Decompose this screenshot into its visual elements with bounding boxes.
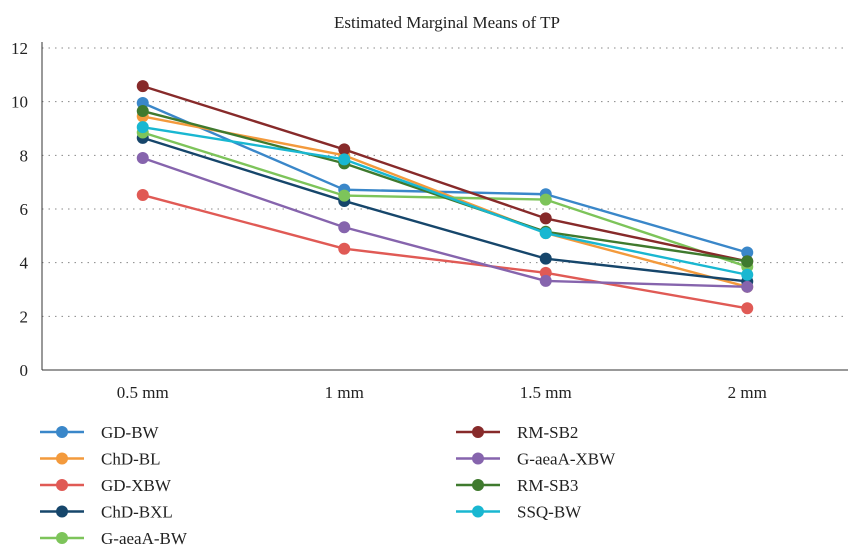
- legend-item: GD-BW: [40, 423, 160, 442]
- series-lines: [137, 80, 754, 314]
- legend-swatch-marker: [472, 453, 484, 465]
- data-point: [137, 105, 149, 117]
- legend-swatch-marker: [472, 426, 484, 438]
- legend-swatch-marker: [56, 532, 68, 544]
- x-tick-label: 2 mm: [728, 383, 767, 402]
- y-tick-label: 10: [11, 93, 28, 112]
- data-point: [137, 189, 149, 201]
- data-point: [540, 275, 552, 287]
- legend-item: G-aeaA-XBW: [456, 450, 616, 469]
- series-gd-xbw: [137, 189, 754, 314]
- series-line: [143, 133, 748, 267]
- series-ssq-bw: [137, 121, 754, 281]
- legend-label: RM-SB2: [517, 423, 578, 442]
- data-point: [741, 269, 753, 281]
- data-point: [137, 152, 149, 164]
- legend-item: GD-XBW: [40, 476, 172, 495]
- legend-item: ChD-BL: [40, 450, 161, 469]
- data-point: [741, 302, 753, 314]
- x-tick-label: 1 mm: [325, 383, 364, 402]
- series-line: [143, 195, 748, 308]
- y-tick-label: 12: [11, 39, 28, 58]
- legend-label: RM-SB3: [517, 476, 578, 495]
- data-point: [741, 255, 753, 267]
- legend-item: ChD-BXL: [40, 503, 173, 522]
- legend-swatch-marker: [56, 426, 68, 438]
- legend-label: GD-BW: [101, 423, 160, 442]
- data-point: [137, 121, 149, 133]
- legend-label: G-aeaA-BW: [101, 529, 188, 548]
- legend-item: G-aeaA-BW: [40, 529, 188, 548]
- legend: GD-BW ChD-BL GD-XBW ChD-BXL G-aeaA-BW RM-SB2 G…: [40, 423, 616, 548]
- data-point: [338, 221, 350, 233]
- legend-label: SSQ-BW: [517, 503, 582, 522]
- y-tick-label: 8: [20, 146, 29, 165]
- data-point: [741, 281, 753, 293]
- series-g-aeaa-bw: [137, 127, 754, 273]
- legend-label: GD-XBW: [101, 476, 172, 495]
- series-line: [143, 127, 748, 275]
- data-point: [540, 227, 552, 239]
- data-point: [540, 212, 552, 224]
- series-rm-sb2: [137, 80, 754, 267]
- x-tick-label: 1.5 mm: [520, 383, 572, 402]
- legend-label: ChD-BL: [101, 450, 161, 469]
- axes: 0 2 4 6 8 10 12 0.5 mm 1 mm 1.5 mm 2 mm: [11, 39, 848, 402]
- legend-item: SSQ-BW: [456, 503, 582, 522]
- series-line: [143, 158, 748, 287]
- series-line: [143, 111, 748, 261]
- y-tick-label: 2: [20, 307, 29, 326]
- legend-label: G-aeaA-XBW: [517, 450, 616, 469]
- legend-label: ChD-BXL: [101, 503, 173, 522]
- legend-item: RM-SB2: [456, 423, 578, 442]
- y-tick-label: 0: [20, 361, 29, 380]
- x-tick-label: 0.5 mm: [117, 383, 169, 402]
- chart-title: Estimated Marginal Means of TP: [334, 13, 560, 32]
- legend-swatch-marker: [472, 479, 484, 491]
- data-point: [540, 253, 552, 265]
- data-point: [338, 153, 350, 165]
- legend-swatch-marker: [56, 453, 68, 465]
- legend-item: RM-SB3: [456, 476, 578, 495]
- legend-swatch-marker: [56, 506, 68, 518]
- series-gd-bw: [137, 97, 754, 258]
- y-tick-label: 4: [20, 254, 29, 273]
- series-line: [143, 86, 748, 261]
- series-chd-bl: [137, 110, 754, 292]
- data-point: [137, 80, 149, 92]
- legend-swatch-marker: [56, 479, 68, 491]
- data-point: [540, 194, 552, 206]
- y-tick-label: 6: [20, 200, 29, 219]
- data-point: [338, 243, 350, 255]
- grid-lines: [42, 48, 848, 316]
- data-point: [338, 190, 350, 202]
- legend-swatch-marker: [472, 506, 484, 518]
